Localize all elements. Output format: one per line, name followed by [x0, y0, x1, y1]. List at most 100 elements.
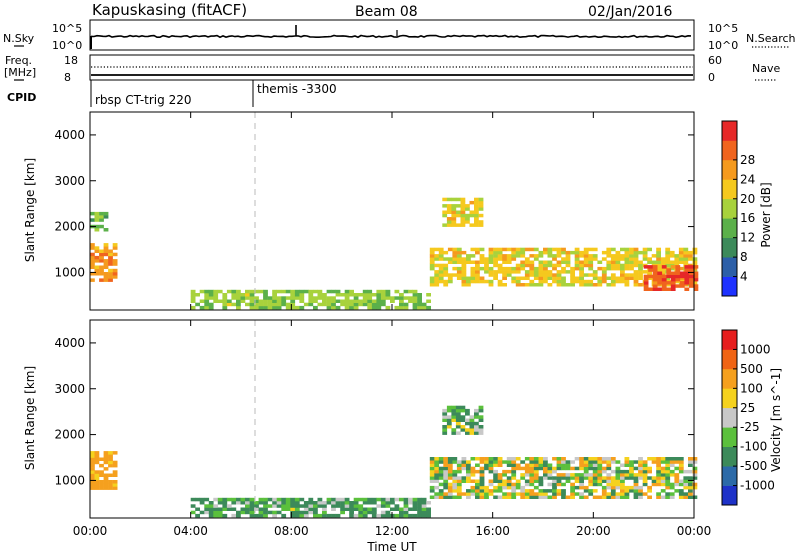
heatmap-cell	[90, 457, 95, 461]
heatmap-cell	[529, 476, 535, 480]
heatmap-cell	[592, 247, 598, 252]
heatmap-cell	[408, 497, 413, 502]
heatmap-cell	[660, 482, 666, 487]
heatmap-cell	[204, 296, 210, 300]
heatmap-cell	[669, 266, 675, 271]
heatmap-cell	[574, 457, 580, 461]
heatmap-cell	[669, 460, 675, 464]
heatmap-cell	[565, 476, 571, 480]
heatmap-cell	[502, 257, 507, 261]
heatmap-cell	[443, 283, 449, 287]
heatmap-cell	[281, 299, 287, 303]
heatmap-cell	[466, 476, 471, 480]
heatmap-cell	[497, 263, 503, 268]
heatmap-cell	[208, 513, 214, 518]
colorbar-swatch	[722, 218, 737, 238]
heatmap-cell	[529, 489, 535, 493]
heatmap-cell	[660, 473, 666, 477]
heatmap-cell	[434, 283, 440, 287]
heatmap-cell	[249, 296, 255, 300]
heatmap-cell	[108, 454, 113, 458]
heatmap-cell	[466, 276, 471, 280]
heatmap-cell	[249, 507, 255, 511]
heatmap-cell	[443, 257, 449, 261]
heatmap-cell	[412, 296, 418, 300]
heatmap-cell	[484, 457, 489, 461]
heatmap-cell	[484, 266, 489, 271]
heatmap-cell	[583, 495, 589, 499]
heatmap-cell	[455, 213, 461, 218]
heatmap-cell	[606, 492, 612, 496]
heatmap-cell	[597, 479, 603, 483]
heatmap-cell	[606, 495, 612, 499]
heatmap-cell	[299, 513, 305, 518]
heatmap-cell	[362, 299, 368, 303]
heatmap-cell	[380, 299, 386, 303]
heatmap-cell	[466, 469, 471, 474]
heatmap-cell	[520, 254, 526, 258]
heatmap-cell	[579, 254, 584, 258]
heatmap-cell	[665, 469, 671, 474]
heatmap-cell	[434, 476, 440, 480]
heatmap-cell	[684, 287, 690, 291]
heatmap-cell	[434, 257, 440, 261]
heatmap-cell	[529, 283, 535, 287]
heatmap-cell	[94, 211, 100, 216]
heatmap-cell	[533, 276, 539, 280]
heatmap-cell	[112, 460, 118, 465]
heatmap-cell	[656, 463, 661, 467]
x-tick-label: 16:00	[475, 524, 510, 538]
heatmap-cell	[588, 283, 594, 287]
heatmap-cell	[533, 283, 539, 287]
heatmap-cell	[263, 513, 268, 518]
heatmap-cell	[624, 460, 630, 464]
heatmap-cell	[652, 277, 658, 282]
heatmap-cell	[643, 281, 649, 285]
heatmap-cell	[470, 479, 476, 483]
heatmap-cell	[638, 469, 643, 474]
heatmap-cell	[520, 247, 526, 252]
heatmap-cell	[683, 469, 689, 474]
heatmap-cell	[417, 302, 422, 307]
heatmap-cell	[543, 263, 548, 268]
heatmap-cell	[497, 473, 503, 477]
heatmap-cell	[648, 265, 653, 269]
heatmap-cell	[678, 466, 684, 471]
heatmap-cell	[446, 197, 452, 202]
heatmap-cell	[456, 460, 462, 464]
heatmap-cell	[511, 482, 517, 487]
heatmap-cell	[195, 302, 200, 307]
heatmap-cell	[299, 299, 305, 303]
heatmap-cell	[94, 246, 100, 250]
heatmap-cell	[493, 273, 498, 277]
heatmap-cell	[390, 507, 395, 511]
heatmap-cell	[313, 507, 318, 511]
heatmap-cell	[601, 492, 607, 496]
heatmap-cell	[588, 476, 594, 480]
heatmap-cell	[615, 485, 621, 490]
heatmap-cell	[340, 507, 345, 511]
heatmap-cell	[488, 479, 494, 483]
cpid-entry-1: rbsp CT-trig 220	[95, 93, 191, 107]
heatmap-cell	[112, 463, 118, 468]
heatmap-cell	[103, 457, 109, 461]
heatmap-cell	[294, 513, 300, 518]
heatmap-cell	[506, 476, 512, 480]
nsearch-label: N.Search	[746, 32, 796, 45]
nsky-label: N.Sky	[3, 32, 35, 45]
y-tick-label: 1000	[54, 473, 85, 487]
heatmap-cell	[470, 266, 476, 271]
heatmap-cell	[484, 492, 489, 496]
heatmap-cell	[461, 479, 467, 483]
heatmap-cell	[475, 250, 480, 255]
heatmap-cell	[460, 428, 466, 432]
heatmap-cell	[344, 299, 350, 303]
heatmap-cell	[412, 501, 418, 505]
heatmap-cell	[403, 507, 409, 511]
heatmap-cell	[620, 479, 625, 483]
heatmap-cell	[633, 250, 639, 255]
heatmap-cell	[493, 257, 498, 261]
heatmap-cell	[434, 460, 440, 464]
heatmap-cell	[588, 273, 594, 277]
heatmap-cell	[90, 246, 95, 250]
